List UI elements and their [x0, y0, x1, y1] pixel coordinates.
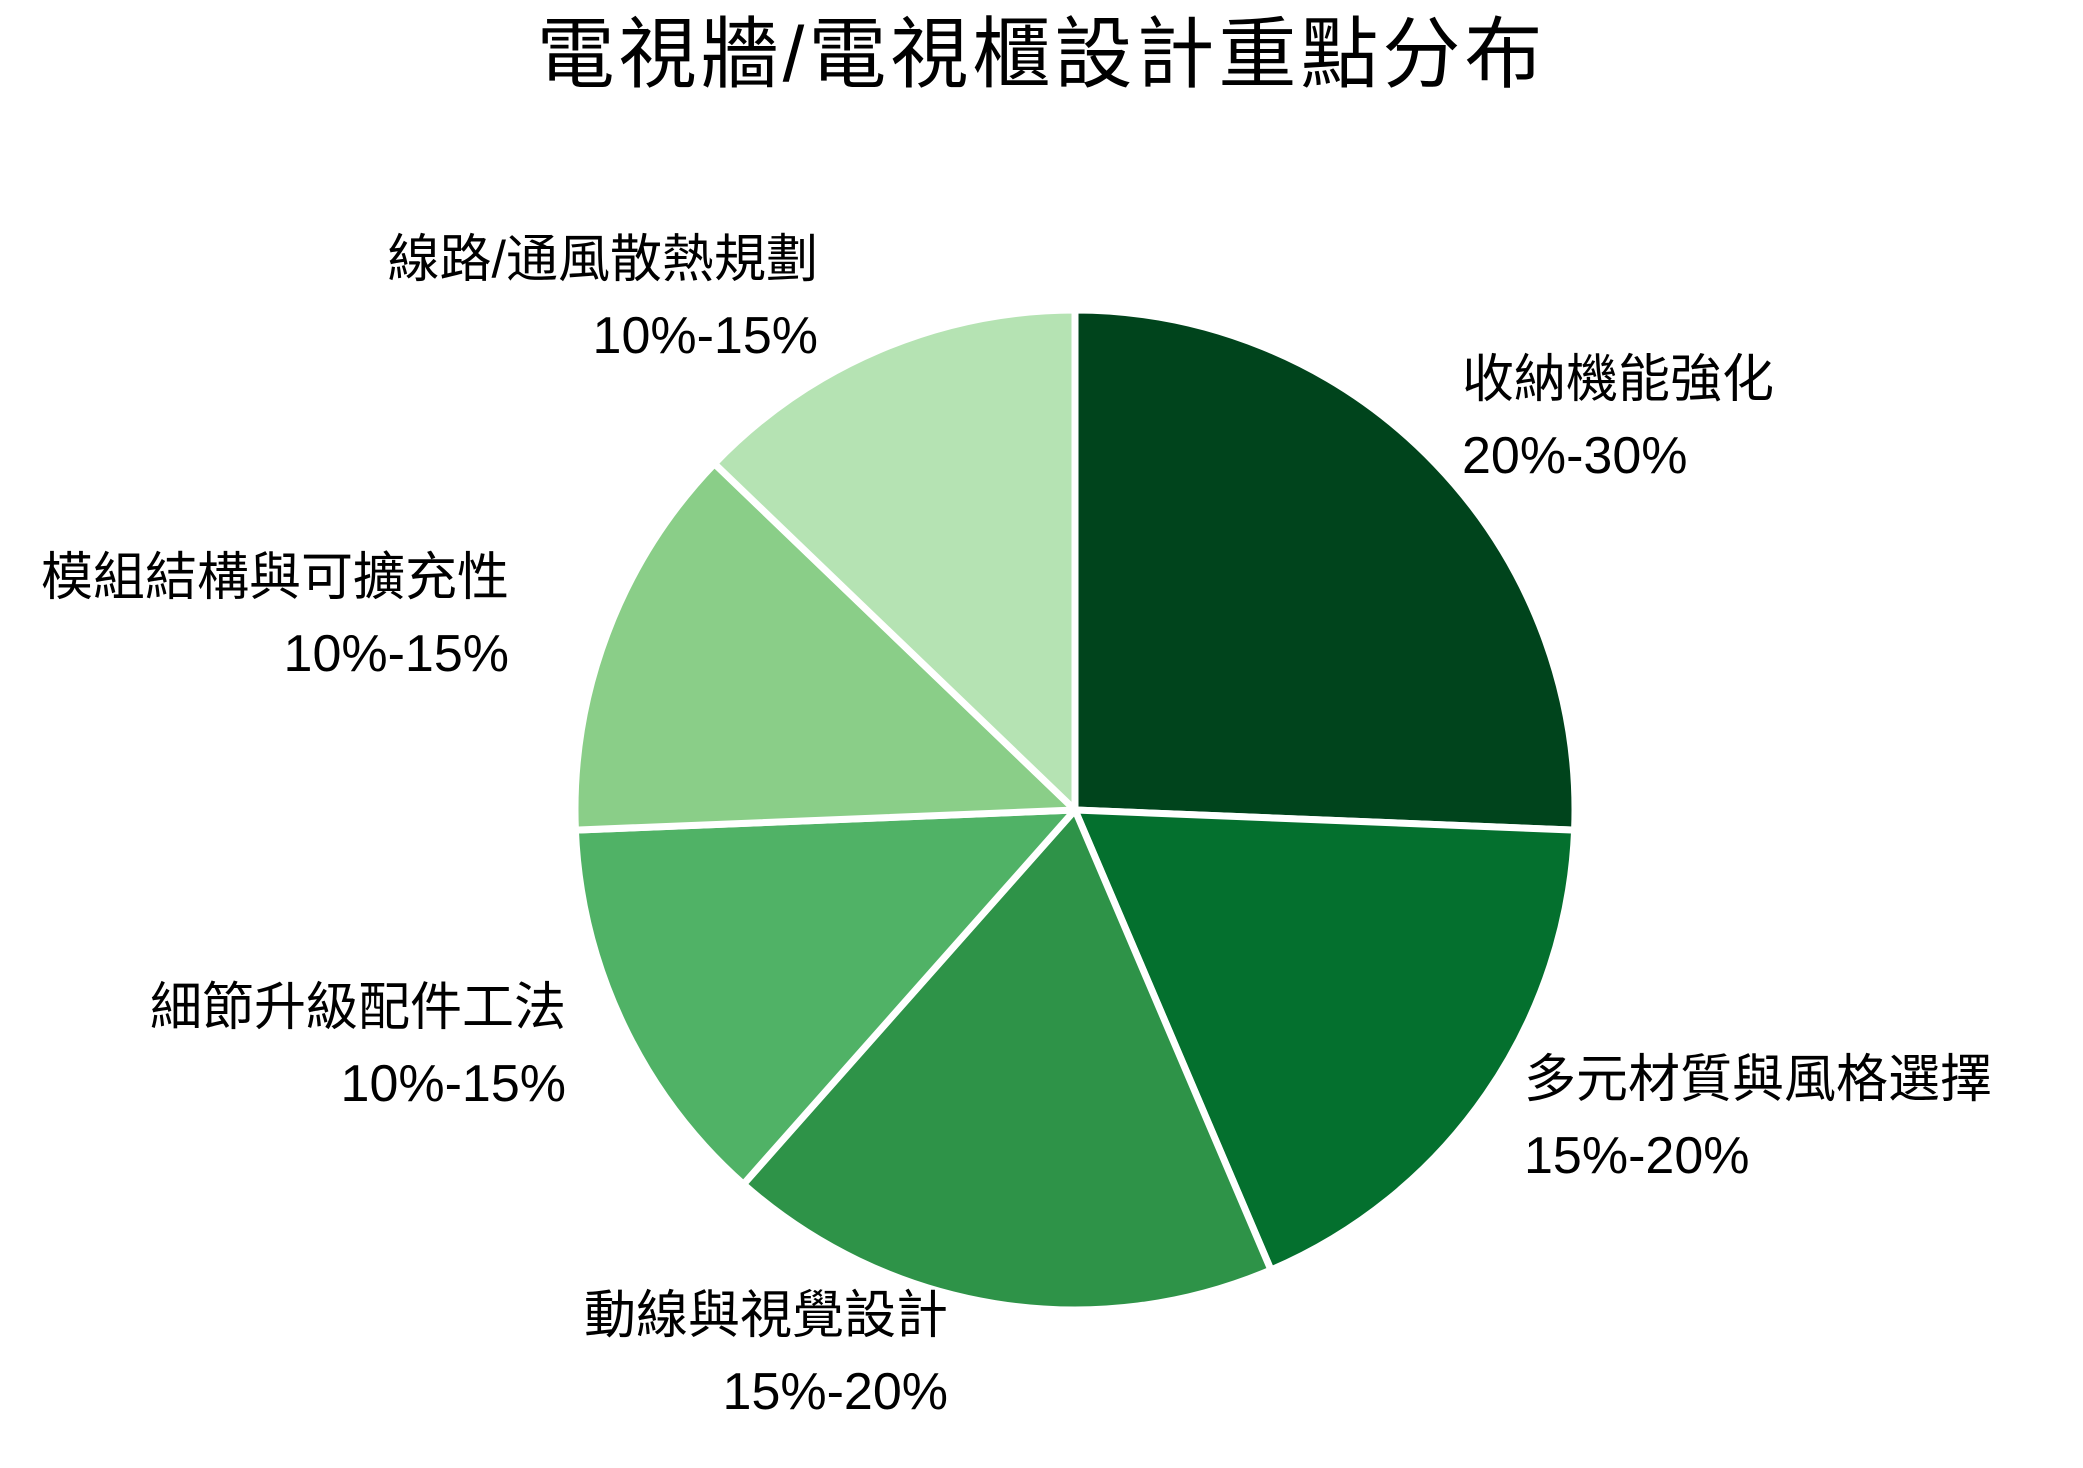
slice-range: 10%-15% [340, 1055, 566, 1113]
slice-range: 15%-20% [722, 1363, 948, 1421]
slice-name: 動線與視覺設計 [583, 1287, 948, 1345]
slice-range: 10%-15% [283, 625, 509, 683]
slice-range: 10%-15% [592, 307, 818, 365]
slice-label-storage: 收納機能強化 20%-30% [1462, 342, 1774, 494]
slice-name: 模組結構與可擴充性 [40, 549, 509, 607]
pie-slice-5 [710, 306, 1079, 814]
slice-label-details: 細節升級配件工法 10%-15% [150, 970, 566, 1122]
slice-name: 線路/通風散熱規劃 [387, 231, 818, 289]
slice-label-wiring: 線路/通風散熱規劃 10%-15% [388, 222, 818, 374]
pie-slice-0 [1071, 306, 1579, 834]
pie-slice-2 [739, 806, 1275, 1314]
slice-name: 細節升級配件工法 [149, 979, 566, 1037]
slice-label-materials: 多元材質與風格選擇 15%-20% [1524, 1042, 1992, 1194]
pie-slice-1 [1071, 806, 1579, 1274]
slice-range: 20%-30% [1462, 427, 1688, 485]
slice-name: 收納機能強化 [1462, 351, 1775, 409]
slice-range: 15%-20% [1524, 1127, 1750, 1185]
slice-name: 多元材質與風格選擇 [1524, 1051, 1993, 1109]
chart-title: 電視牆/電視櫃設計重點分布 [536, 10, 1547, 98]
pie-slice-4 [571, 460, 1079, 834]
slice-label-modular: 模組結構與可擴充性 10%-15% [41, 540, 509, 692]
slice-label-circulation: 動線與視覺設計 15%-20% [584, 1278, 948, 1430]
pie-slice-3 [571, 806, 1079, 1188]
